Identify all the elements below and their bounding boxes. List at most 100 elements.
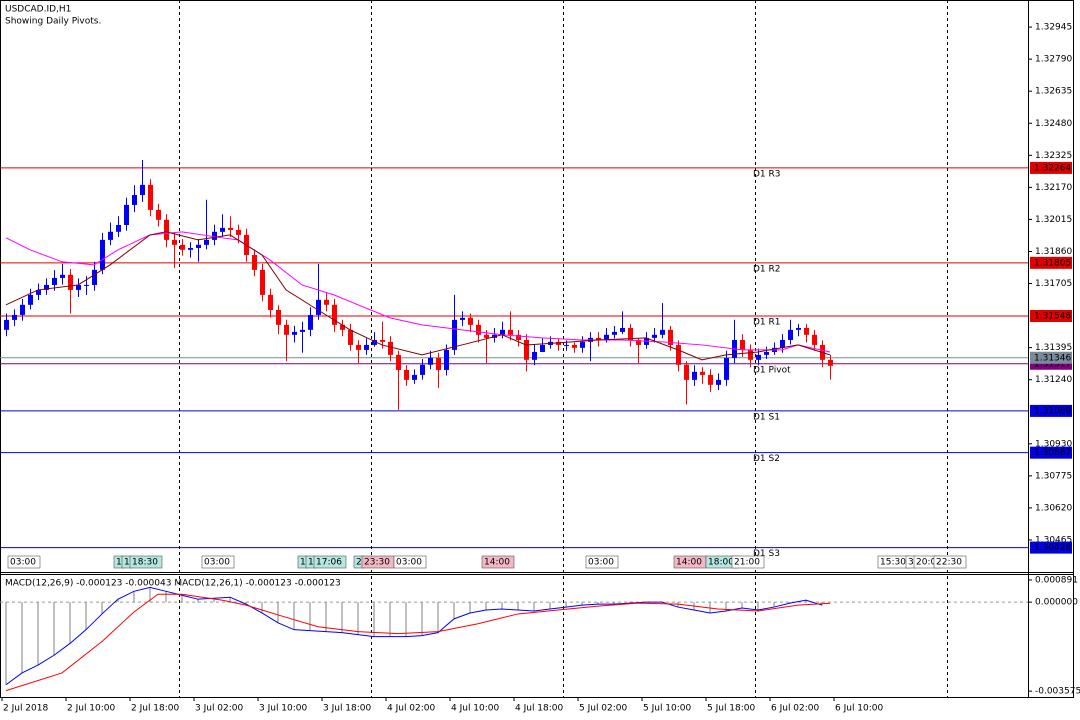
candle-body	[124, 204, 129, 225]
candle-body	[300, 329, 305, 332]
y-tick-label: 1.32015	[1035, 215, 1072, 225]
candle-body	[52, 277, 57, 285]
event-tag-label: 2	[356, 558, 362, 568]
candle-body	[84, 284, 89, 286]
candle-body	[620, 327, 625, 332]
candle-body	[212, 231, 217, 240]
level-price-box	[1030, 404, 1072, 417]
candle-body	[788, 329, 793, 340]
candle-body	[796, 327, 801, 330]
level-price-box	[1030, 256, 1072, 269]
candle-body	[148, 184, 153, 210]
y-tick-label: 1.32480	[1035, 119, 1072, 129]
candle-body	[316, 299, 321, 315]
candle-body	[468, 317, 473, 325]
candle-body	[180, 244, 185, 250]
x-tick-label: 3 Jul 10:00	[259, 704, 308, 714]
candle-body	[252, 254, 257, 270]
candle-body	[308, 314, 313, 330]
event-tag-label: 21:00	[734, 558, 760, 568]
event-tag-label: 14:00	[676, 558, 702, 568]
x-tick-label: 5 Jul 10:00	[643, 704, 692, 714]
candle-body	[828, 359, 833, 366]
level-price-label: 1.32264	[1034, 163, 1071, 173]
candle-body	[332, 304, 337, 325]
level-price-box	[1030, 309, 1072, 322]
candle-body	[692, 371, 697, 380]
event-tag	[933, 555, 967, 569]
candle-body	[716, 379, 721, 385]
event-tag	[129, 555, 163, 569]
level-price-box	[1030, 446, 1072, 459]
level-price-label: 1.31548	[1034, 311, 1071, 321]
candle-body	[756, 354, 761, 360]
candle-body	[364, 344, 369, 350]
last-price-box	[1030, 351, 1072, 364]
candle-body	[404, 369, 409, 380]
candle-body	[444, 349, 449, 370]
candle-body	[724, 357, 729, 380]
x-tick-label: 3 Jul 18:00	[323, 704, 372, 714]
y-tick-label: 1.31395	[1035, 343, 1072, 353]
candle-body	[172, 239, 177, 245]
chart-frame	[0, 0, 1074, 698]
x-tick-label: 2 Jul 18:00	[131, 704, 180, 714]
candle-body	[340, 324, 345, 330]
event-tag-label: 1	[116, 558, 122, 568]
event-tag-label: 1	[300, 558, 306, 568]
candle-body	[276, 309, 281, 325]
event-tag-label: 18:00	[708, 558, 734, 568]
candle-body	[580, 341, 585, 348]
pivot-level-label: D1 Pivot	[753, 365, 791, 375]
event-tag	[731, 555, 765, 569]
candle-body	[428, 357, 433, 365]
candle-body	[324, 299, 329, 305]
candle-body	[60, 274, 65, 278]
y-tick-label: 1.31705	[1035, 279, 1072, 289]
candle-body	[708, 374, 713, 385]
candle-body	[748, 349, 753, 360]
y-tick-label: 1.30620	[1035, 503, 1072, 513]
macd-title: MACD(12,26,9) -0.000123 -0.000043 MACD(1…	[5, 579, 341, 589]
candle-body	[348, 329, 353, 345]
event-tag-label: 15:30	[880, 558, 906, 568]
macd-line	[5, 586, 823, 686]
candle-body	[100, 239, 105, 270]
candle-body	[36, 289, 41, 295]
candle-body	[780, 339, 785, 348]
candle-body	[460, 317, 465, 320]
candle-body	[260, 269, 265, 295]
event-tag-label: 20:0	[916, 558, 936, 568]
pivot-level-label: D1 R3	[753, 169, 781, 179]
candle-body	[804, 327, 809, 335]
candle-body	[556, 341, 561, 345]
candle-body	[524, 339, 529, 360]
x-tick-label: 2 Jul 2018	[3, 704, 48, 714]
candle-body	[412, 374, 417, 380]
event-tag-label: 03:00	[10, 558, 36, 568]
moving-average	[5, 231, 831, 361]
candle-body	[372, 339, 377, 345]
candle-body	[396, 354, 401, 370]
candle-body	[12, 314, 17, 320]
candle-body	[484, 334, 489, 338]
chart-title: USDCAD.ID,H1	[5, 5, 71, 15]
x-tick-label: 5 Jul 02:00	[579, 704, 628, 714]
event-tag-label: 03:00	[204, 558, 230, 568]
level-price-label: 1.31805	[1034, 258, 1071, 268]
candle-body	[356, 344, 361, 350]
last-price-label: 1.31346	[1034, 353, 1071, 363]
candle-body	[596, 337, 601, 340]
y-tick-label: 1.31860	[1035, 247, 1072, 257]
pivot-level-label: D1 S1	[753, 412, 780, 422]
candle-body	[380, 339, 385, 342]
candle-body	[764, 351, 769, 355]
candle-body	[132, 195, 137, 205]
candle-body	[452, 319, 457, 350]
candle-body	[116, 224, 121, 232]
candle-body	[44, 284, 49, 290]
y-tick-label: 1.32325	[1035, 151, 1072, 161]
candle-body	[28, 294, 33, 305]
x-tick-label: 2 Jul 10:00	[67, 704, 116, 714]
